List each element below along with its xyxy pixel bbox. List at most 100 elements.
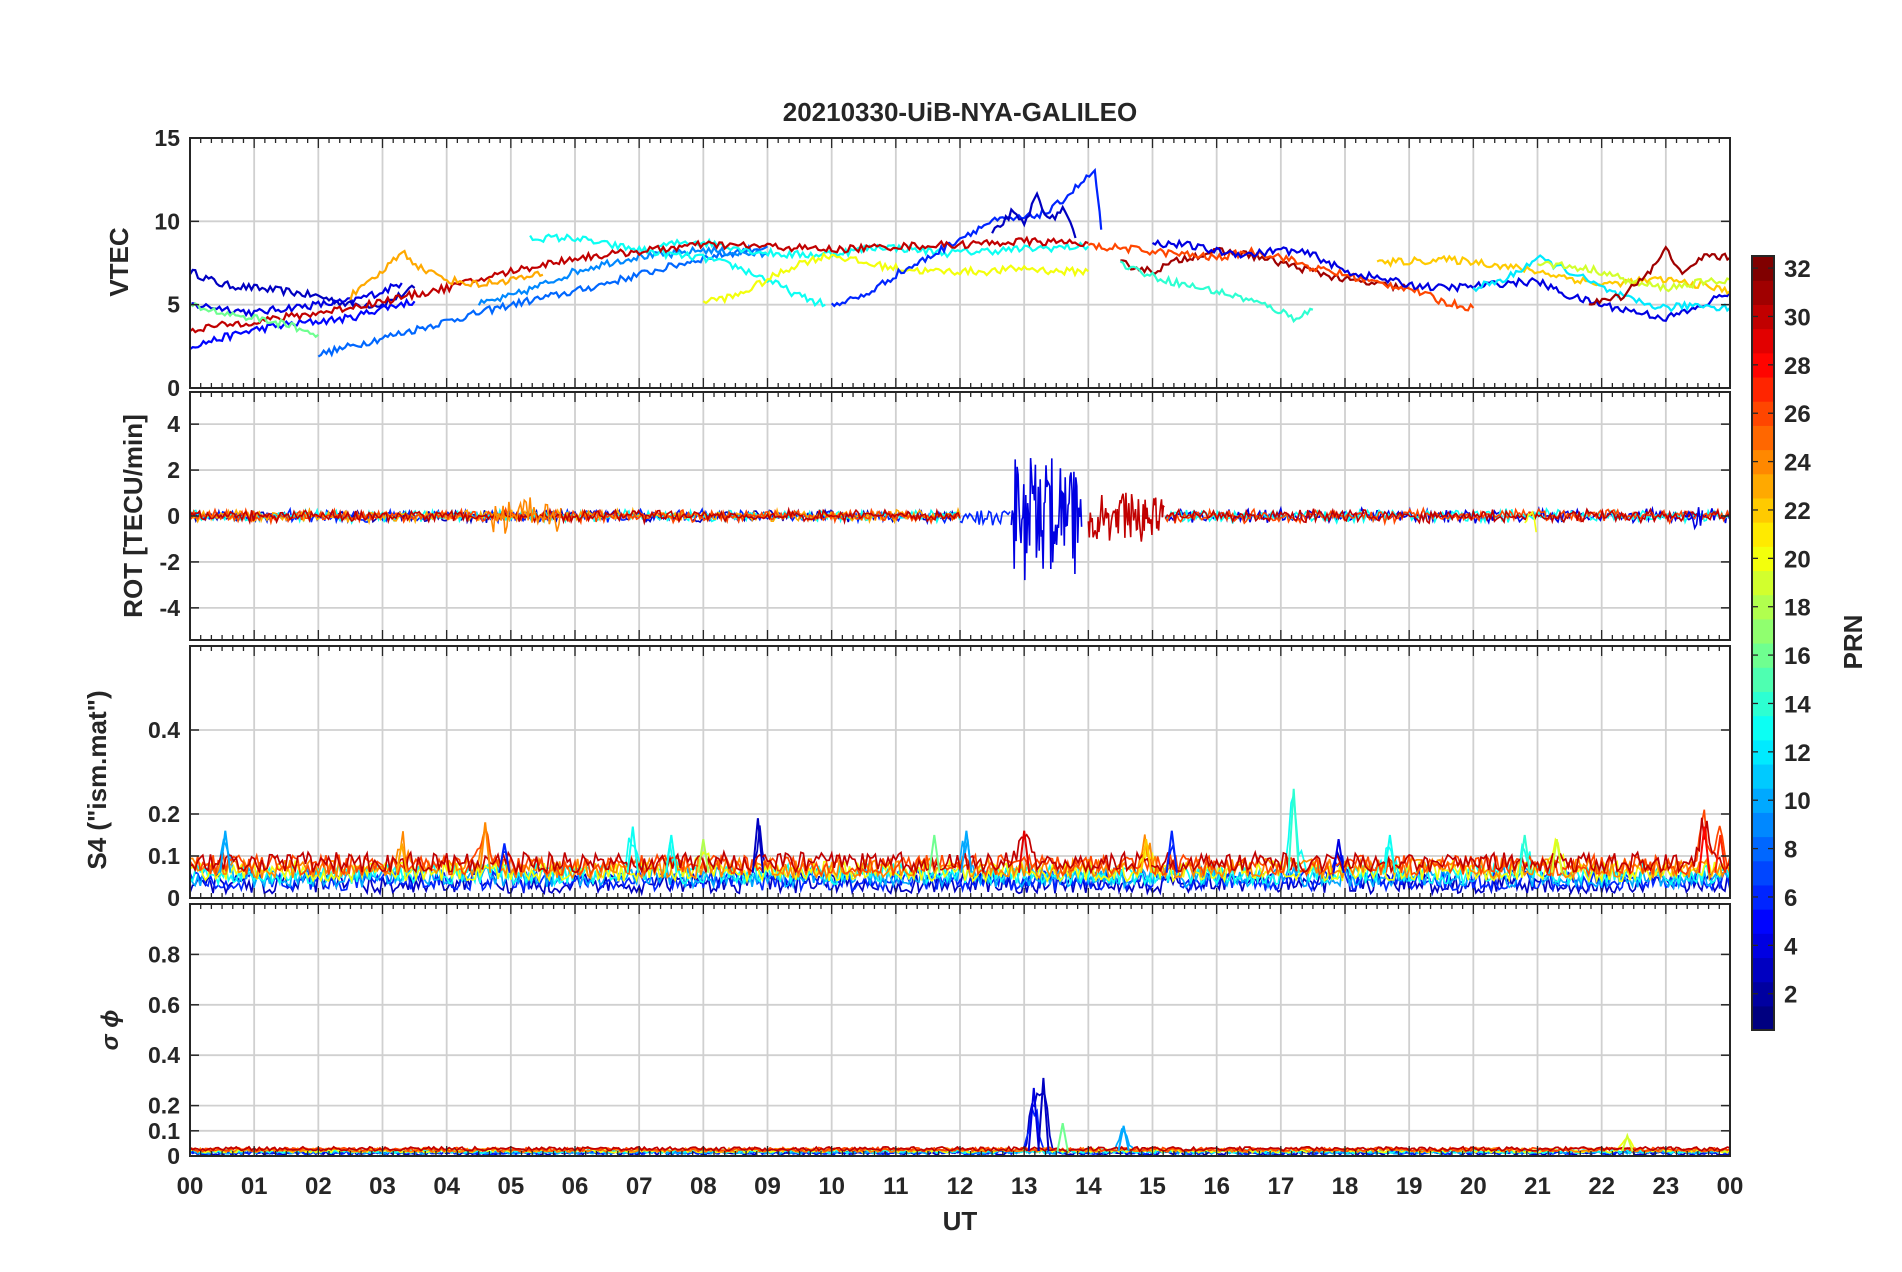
s4-spike	[1287, 788, 1300, 873]
s4-spike	[665, 834, 678, 873]
colorbar-tick-label: 20	[1784, 546, 1811, 573]
colorbar-tick-label: 4	[1784, 933, 1798, 960]
colorbar-cell	[1752, 304, 1774, 330]
s4-series	[190, 788, 1730, 897]
colorbar-tick-label: 30	[1784, 304, 1811, 331]
x-tick-label: 16	[1203, 1173, 1230, 1200]
panel-vtec: 0 5 10 15 VTEC	[104, 125, 1731, 401]
colorbar-cell	[1752, 1005, 1774, 1031]
colorbar-cell	[1752, 691, 1774, 717]
rot-y-tick-label: 4	[167, 411, 180, 437]
s4-tick-marks	[189, 646, 1731, 899]
s4-spike	[1698, 826, 1711, 873]
colorbar-cell	[1752, 594, 1774, 620]
panel-s4: 0 0.1 0.2 0.4 S4 ("ism.mat")	[82, 645, 1731, 911]
colorbar-tick-label: 18	[1784, 595, 1811, 622]
x-tick-labels: 00 01 02 03 04 05 06 07 08 09 10 11 12 13 14 15 16 17 18 19…	[177, 1173, 1744, 1200]
x-axis-label: UT	[943, 1206, 978, 1236]
colorbar-tick-label: 16	[1784, 643, 1811, 670]
rot-y-tick-label: 2	[167, 457, 180, 483]
s4-y-tick-label: 0.2	[148, 801, 180, 827]
colorbar-cell	[1752, 401, 1774, 426]
rot-y-tick-labels: -4 -2 0 2 4	[160, 411, 181, 621]
colorbar-cell	[1752, 812, 1774, 838]
sigma-phi-y-tick-label: 0.6	[148, 992, 180, 1018]
x-tick-label: 13	[1011, 1173, 1038, 1200]
rot-axes-box	[189, 391, 1731, 641]
sigma-phi-y-tick-label: 0.1	[148, 1118, 180, 1144]
vtec-ylabel: VTEC	[104, 227, 134, 297]
s4-spike	[928, 834, 941, 873]
colorbar-label: PRN	[1838, 615, 1868, 670]
vtec-series-line	[529, 233, 826, 308]
vtec-y-tick-label: 0	[167, 375, 180, 401]
vtec-grid	[190, 137, 1730, 389]
colorbar-cell	[1752, 667, 1774, 692]
s4-y-tick-label: 0	[167, 885, 180, 911]
sigma-phi-spike	[1117, 1125, 1130, 1152]
s4-spike	[1140, 839, 1153, 873]
vtec-series-line	[190, 297, 416, 350]
rot-series-line	[1087, 492, 1165, 542]
colorbar-cell	[1752, 328, 1774, 354]
s4-y-tick-label: 0.4	[148, 717, 180, 743]
rot-series-line	[1164, 506, 1730, 527]
x-tick-label: 00	[177, 1173, 204, 1200]
vtec-series-line	[1087, 241, 1475, 312]
colorbar-cell	[1752, 957, 1774, 983]
x-tick-label: 14	[1075, 1173, 1102, 1200]
sigma-phi-spike	[1056, 1123, 1069, 1152]
x-tick-label: 22	[1588, 1173, 1615, 1200]
rot-series-line	[1010, 458, 1083, 581]
vtec-series-line	[1119, 260, 1314, 324]
colorbar-cell	[1752, 376, 1774, 402]
colorbar-cell	[1752, 618, 1774, 644]
vtec-axes-box	[189, 137, 1731, 389]
vtec-series-line	[190, 282, 403, 319]
s4-y-tick-labels: 0 0.1 0.2 0.4	[148, 717, 180, 911]
rot-y-tick-label: -4	[160, 595, 181, 621]
colorbar-cell	[1752, 933, 1774, 959]
colorbar-cell	[1752, 570, 1774, 596]
vtec-series-line	[349, 249, 544, 301]
vtec-y-tick-label: 15	[154, 125, 180, 151]
vtec-series-line	[190, 268, 416, 309]
colorbar-tick-label: 8	[1784, 837, 1797, 864]
x-tick-label: 19	[1396, 1173, 1423, 1200]
panel-sigma-phi: 00.10.2 0.4 0.6 0.8 σ ϕ	[97, 903, 1731, 1169]
vtec-series-line	[830, 167, 1103, 308]
s4-y-tick-label: 0.1	[148, 843, 180, 869]
x-tick-label: 17	[1267, 1173, 1294, 1200]
x-tick-label: 07	[626, 1173, 653, 1200]
colorbar-cell	[1752, 546, 1774, 572]
colorbar-cell	[1752, 643, 1774, 668]
x-tick-label: 15	[1139, 1173, 1166, 1200]
vtec-series-line	[658, 237, 1090, 260]
rot-series	[190, 458, 1730, 581]
vtec-y-tick-label: 10	[154, 208, 180, 234]
sigma-phi-spike	[1037, 1077, 1050, 1152]
s4-spike	[697, 839, 710, 873]
s4-spike	[1383, 834, 1396, 873]
s4-ylabel: S4 ("ism.mat")	[82, 690, 112, 869]
sigma-phi-axes-box	[189, 903, 1731, 1157]
vtec-series-line	[1537, 260, 1730, 293]
s4-spike	[1332, 839, 1345, 873]
rot-y-tick-label: 0	[167, 503, 180, 529]
s4-spike	[1018, 830, 1031, 873]
colorbar-cell	[1752, 739, 1774, 765]
x-tick-label: 01	[241, 1173, 268, 1200]
colorbar-cell	[1752, 497, 1774, 523]
colorbar-cell	[1752, 256, 1774, 281]
x-tick-label: 05	[497, 1173, 524, 1200]
rot-ylabel: ROT [TECU/min]	[118, 414, 148, 618]
vtec-series	[190, 167, 1730, 358]
colorbar-cell	[1752, 280, 1774, 305]
colorbar-tick-label: 6	[1784, 885, 1797, 912]
x-tick-label: 04	[433, 1173, 460, 1200]
sigma-phi-y-tick-label: 0.2	[148, 1093, 180, 1119]
x-tick-label: 20	[1460, 1173, 1487, 1200]
vtec-series-line	[1588, 245, 1730, 306]
